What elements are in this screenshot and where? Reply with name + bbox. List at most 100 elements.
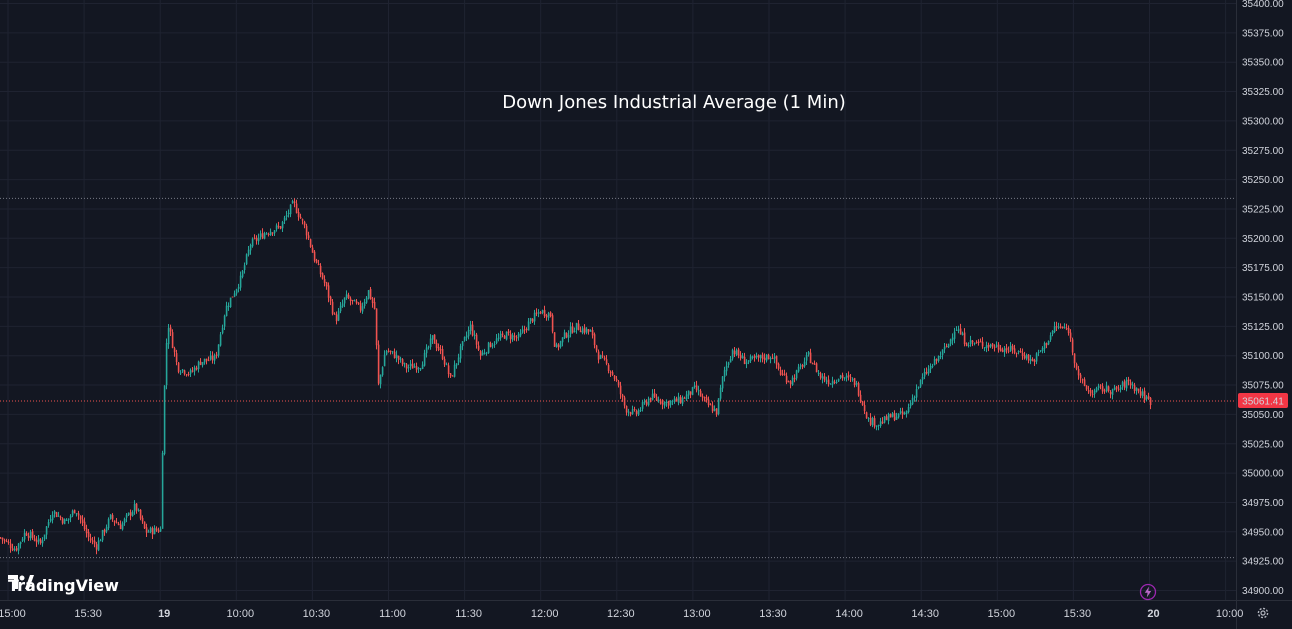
chart-settings-button[interactable]: [1256, 606, 1272, 622]
candle-body: [111, 515, 114, 520]
candle: [211, 351, 214, 364]
candle: [1125, 377, 1128, 392]
candle-body: [23, 532, 26, 540]
candle: [85, 524, 88, 538]
candle-body: [427, 346, 430, 348]
candle-body: [17, 543, 20, 551]
candle-body: [203, 358, 206, 363]
candle: [319, 263, 322, 278]
candle: [749, 354, 752, 363]
candle: [719, 384, 722, 401]
candle: [221, 324, 224, 335]
candle: [51, 511, 54, 524]
candle-body: [933, 359, 936, 366]
candle-body: [1007, 350, 1010, 352]
candle-body: [165, 343, 168, 386]
candle-body: [917, 386, 920, 389]
candle-body: [755, 355, 758, 358]
candle-body: [293, 201, 296, 203]
candle-body: [359, 303, 362, 311]
candle-body: [595, 345, 598, 351]
candle-body: [1, 537, 4, 540]
candle: [317, 259, 320, 266]
candle: [967, 342, 970, 348]
candle-body: [1051, 330, 1054, 335]
candle: [1085, 385, 1088, 391]
candle: [569, 322, 572, 338]
candle-body: [699, 390, 702, 397]
price-tick-label: 35300.00: [1242, 116, 1284, 127]
candle-body: [53, 511, 56, 514]
candle-body: [63, 519, 66, 525]
candle: [219, 331, 222, 347]
candle-body: [435, 343, 438, 348]
price-tick-label: 35075.00: [1242, 381, 1284, 392]
candle: [347, 292, 350, 300]
candle: [21, 537, 24, 543]
candle-body: [125, 514, 128, 518]
candle: [419, 367, 422, 372]
candle: [735, 348, 738, 357]
candle-body: [373, 301, 376, 309]
candle: [581, 326, 584, 335]
candle-body: [863, 405, 866, 412]
candle: [759, 354, 762, 363]
candle-body: [691, 387, 694, 395]
candle: [941, 349, 944, 360]
price-axis[interactable]: 35400.00 35375.00 35350.00 35325.00 35300.00…: [1236, 0, 1289, 629]
candle-body: [947, 343, 950, 348]
candle-body: [417, 367, 420, 369]
candle: [899, 407, 902, 415]
replay-button[interactable]: [1139, 583, 1157, 601]
candle-body: [207, 360, 210, 362]
candle-body: [743, 356, 746, 365]
candle-body: [1015, 352, 1018, 354]
candle-body: [439, 349, 442, 351]
candle-body: [29, 531, 32, 539]
time-axis[interactable]: 15:00 15:30 19 10:00 10:30 11:00 11:30 12:00 12:…: [0, 600, 1292, 621]
candle: [1103, 388, 1106, 394]
candle: [637, 408, 640, 416]
candle-body: [89, 538, 92, 541]
candle: [885, 414, 888, 421]
candle-body: [1045, 343, 1048, 346]
candle: [801, 363, 804, 370]
candle: [13, 546, 16, 552]
candle-body: [241, 270, 244, 277]
price-tick-label: 35175.00: [1242, 263, 1284, 274]
candle-body: [433, 334, 436, 344]
candle-body: [987, 344, 990, 348]
candle-body: [157, 530, 160, 532]
candle-body: [809, 352, 812, 364]
candle: [475, 332, 478, 349]
candle: [397, 355, 400, 365]
candle: [63, 518, 66, 525]
candle-body: [321, 273, 324, 279]
candle-body: [589, 330, 592, 332]
candle-body: [643, 401, 646, 403]
candle: [313, 250, 316, 263]
candle-body: [911, 397, 914, 405]
candle-body: [539, 312, 542, 314]
candle: [857, 381, 860, 397]
candle: [333, 312, 336, 315]
candle-body: [465, 335, 468, 338]
candle: [1149, 397, 1152, 410]
candle: [433, 334, 436, 344]
price-tick-label: 34925.00: [1242, 557, 1284, 568]
candle: [111, 513, 114, 522]
candle-body: [663, 401, 666, 406]
candle: [757, 354, 760, 362]
candle-body: [801, 364, 804, 368]
candle: [131, 510, 134, 517]
candle-body: [221, 327, 224, 334]
candle: [241, 270, 244, 279]
candle-body: [851, 379, 854, 381]
candle-body: [271, 232, 274, 234]
tradingview-brand[interactable]: TradingView: [8, 575, 119, 595]
candle: [771, 353, 774, 360]
candle-body: [581, 328, 584, 333]
candle-body: [1047, 340, 1050, 345]
candle-body: [193, 367, 196, 372]
